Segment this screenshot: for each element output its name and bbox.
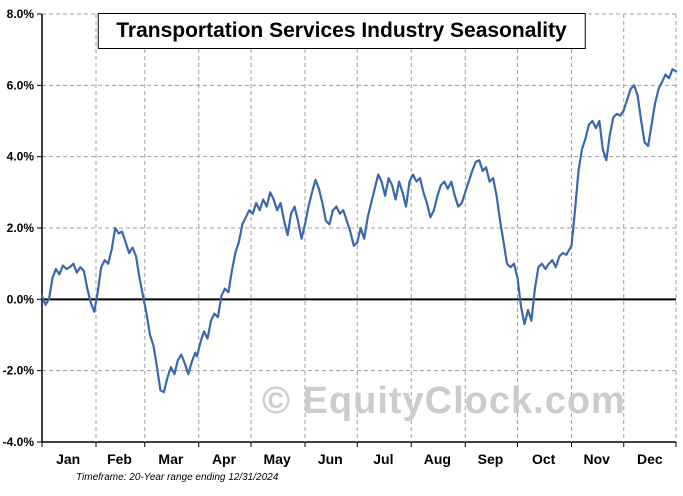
y-tick-label: -2.0% — [3, 364, 35, 378]
x-tick-label: May — [264, 451, 291, 467]
y-tick-label: -4.0% — [3, 435, 35, 449]
x-tick-label: Aug — [424, 451, 451, 467]
chart-title: Transportation Services Industry Seasona… — [97, 13, 586, 49]
y-tick-label: 2.0% — [7, 221, 35, 235]
x-tick-label: Mar — [158, 451, 183, 467]
x-tick-label: Dec — [637, 451, 663, 467]
watermark: © EquityClock.com — [262, 380, 626, 422]
x-tick-label: Oct — [532, 451, 556, 467]
x-tick-label: Jun — [318, 451, 343, 467]
y-tick-label: 4.0% — [7, 150, 35, 164]
timeframe-note: Timeframe: 20-Year range ending 12/31/20… — [76, 472, 279, 483]
x-tick-label: Apr — [212, 451, 237, 467]
x-tick-label: Nov — [584, 451, 611, 467]
x-tick-label: Jan — [56, 451, 80, 467]
y-tick-label: 8.0% — [7, 7, 35, 21]
x-tick-label: Jul — [373, 451, 393, 467]
y-tick-label: 6.0% — [7, 78, 35, 92]
x-tick-label: Feb — [107, 451, 132, 467]
y-tick-label: 0.0% — [7, 292, 35, 306]
x-tick-label: Sep — [478, 451, 504, 467]
seasonality-line — [40, 68, 678, 394]
